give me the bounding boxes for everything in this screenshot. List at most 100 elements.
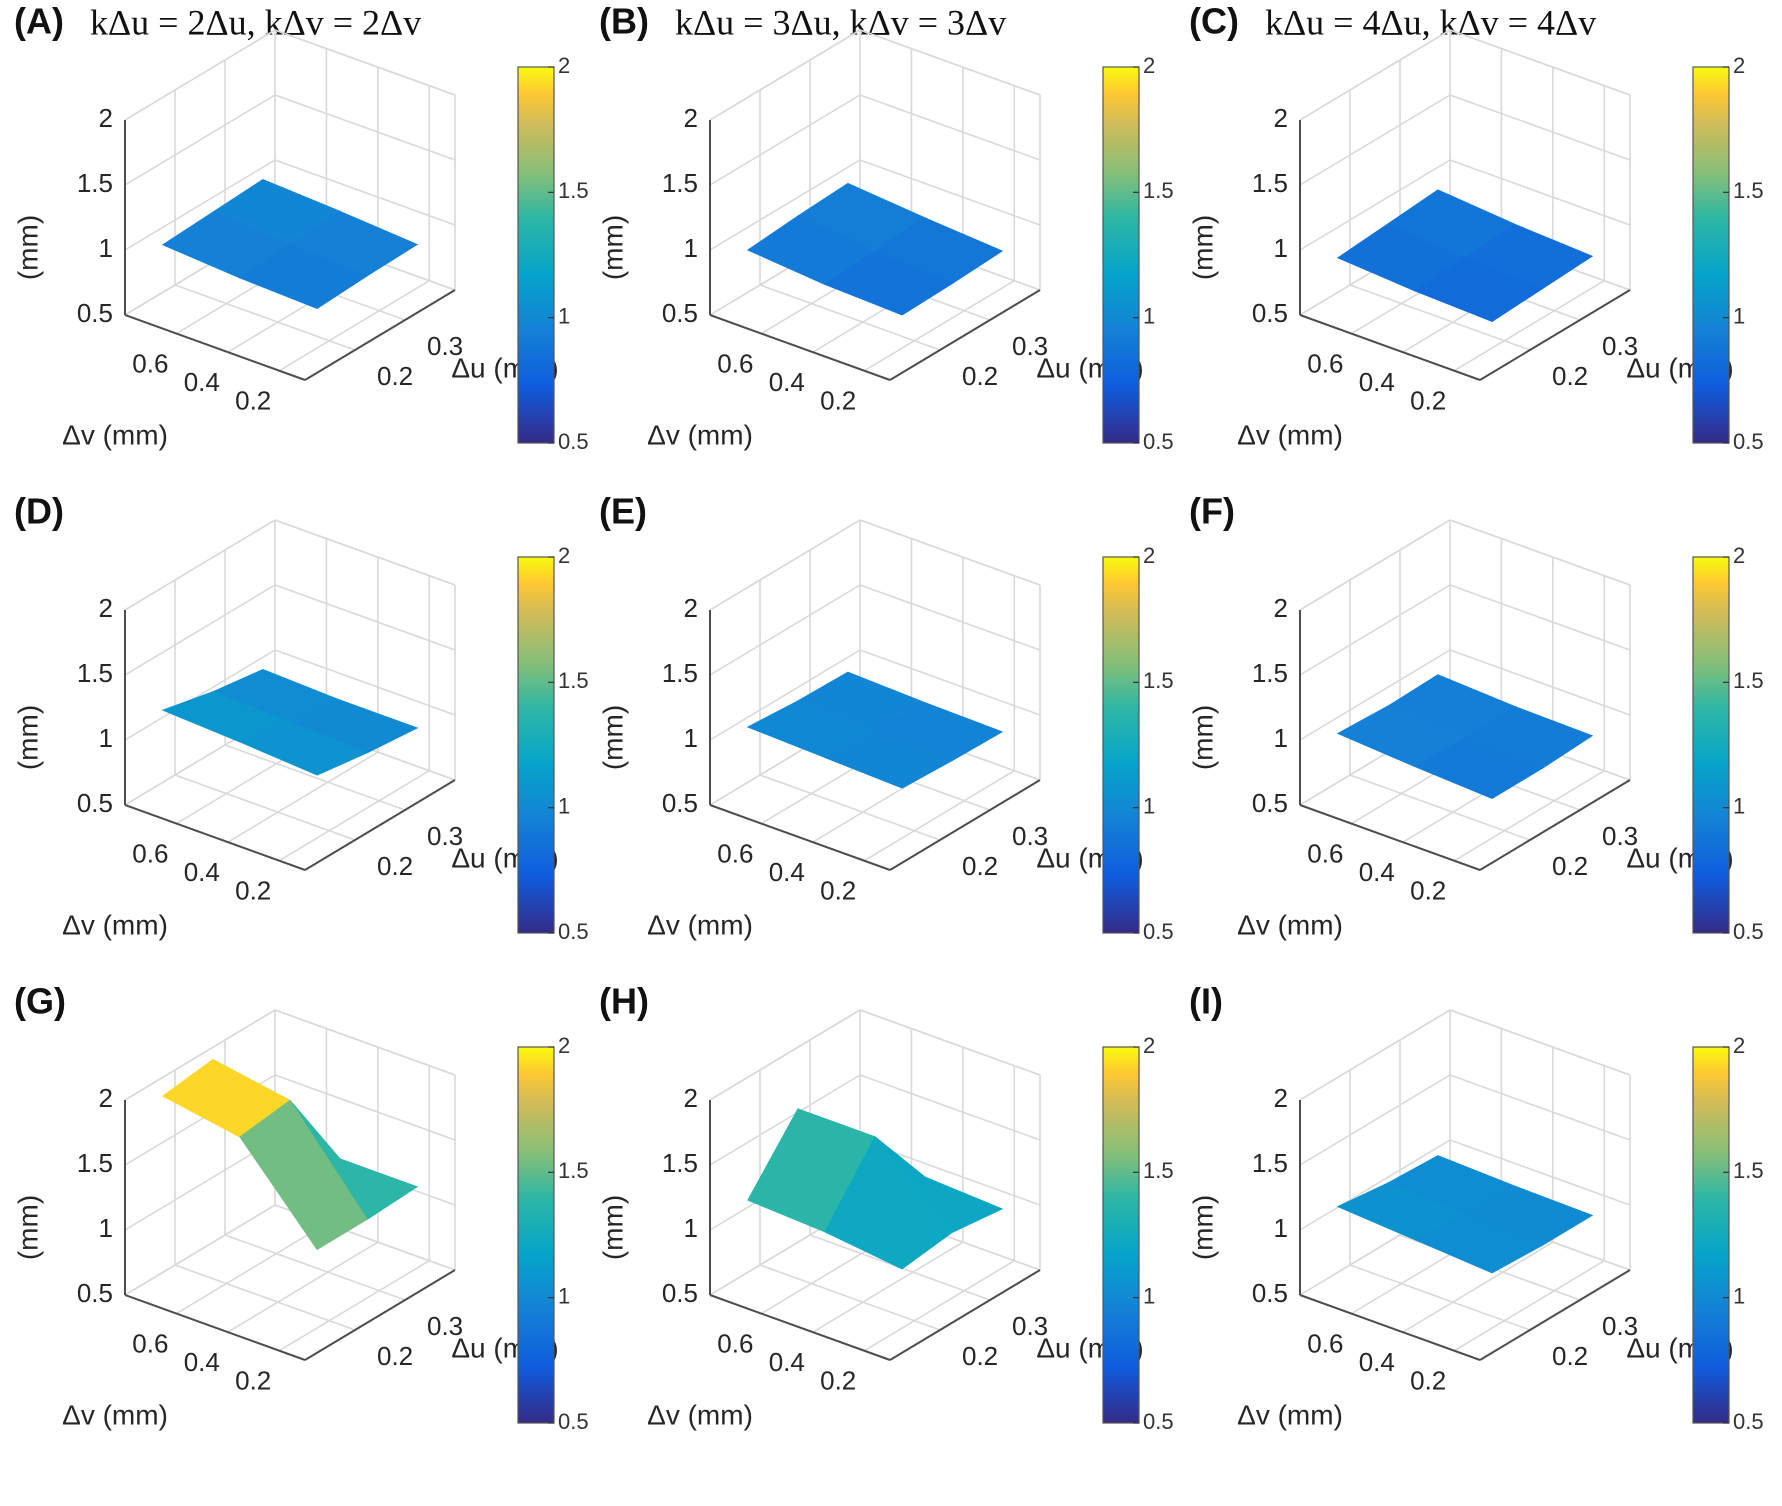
z-tick-label: 1 bbox=[1274, 233, 1288, 263]
panel-label: (H) bbox=[599, 981, 649, 1022]
surface bbox=[1336, 674, 1594, 799]
v-tick-label: 0.4 bbox=[184, 367, 220, 397]
colorbar-tick-label: 1 bbox=[558, 793, 570, 818]
grid-line bbox=[1453, 770, 1605, 862]
grid-line bbox=[274, 29, 456, 96]
z-tick-label: 1.5 bbox=[662, 658, 698, 688]
z-tick-label: 1 bbox=[1274, 1213, 1288, 1243]
grid-line bbox=[859, 159, 1041, 226]
surface bbox=[1336, 1155, 1594, 1274]
u-tick-label: 0.3 bbox=[1602, 1311, 1638, 1341]
z-tick-label: 1.5 bbox=[77, 1148, 113, 1178]
u-axis bbox=[304, 779, 456, 871]
panel-e: (E)0.511.520.20.30.60.40.2(mm)Δu (mm)Δv … bbox=[597, 491, 1173, 944]
z-tick-label: 1 bbox=[1274, 723, 1288, 753]
z-axis-label: (mm) bbox=[597, 705, 628, 770]
surface bbox=[161, 1059, 419, 1251]
panel-label: (G) bbox=[14, 981, 66, 1022]
v-axis-label: Δv (mm) bbox=[647, 909, 753, 940]
v-tick-label: 0.2 bbox=[1410, 1366, 1446, 1396]
grid-line bbox=[274, 584, 456, 651]
grid-line bbox=[709, 1009, 861, 1101]
u-axis bbox=[304, 1269, 456, 1361]
panel-title: kΔu = 3Δu, kΔv = 3Δv bbox=[675, 2, 1006, 42]
colorbar-tick-label: 0.5 bbox=[1733, 429, 1764, 454]
z-axis-label: (mm) bbox=[12, 705, 43, 770]
grid-line bbox=[1349, 284, 1531, 351]
z-tick-label: 2 bbox=[1274, 103, 1288, 133]
u-tick-label: 0.2 bbox=[377, 851, 413, 881]
v-tick-label: 0.6 bbox=[717, 348, 753, 378]
colorbar-tick-label: 2 bbox=[1733, 53, 1745, 78]
grid-line bbox=[124, 519, 276, 611]
v-tick-label: 0.2 bbox=[235, 876, 271, 906]
surface bbox=[747, 1108, 1004, 1270]
grid-line bbox=[1449, 584, 1631, 651]
z-tick-label: 0.5 bbox=[662, 788, 698, 818]
surface-patch bbox=[239, 1099, 368, 1251]
colorbar-tick-label: 1 bbox=[558, 303, 570, 328]
colorbar-tick-label: 1.5 bbox=[558, 668, 589, 693]
v-axis bbox=[1299, 1294, 1481, 1361]
colorbar bbox=[517, 66, 555, 444]
u-axis bbox=[304, 289, 456, 381]
grid-line bbox=[278, 280, 430, 372]
v-tick-label: 0.2 bbox=[235, 386, 271, 416]
grid-line bbox=[174, 284, 356, 351]
v-tick-label: 0.4 bbox=[769, 367, 805, 397]
z-axis-label: (mm) bbox=[1187, 1195, 1218, 1260]
panel-b: (B) kΔu = 3Δu, kΔv = 3Δv 0.5 1 1.5 2 0.2 0.3 0.6… bbox=[597, 1, 1173, 454]
colorbar-tick-label: 0.5 bbox=[558, 429, 589, 454]
z-tick-label: 0.5 bbox=[1252, 298, 1288, 328]
grid-line bbox=[124, 94, 276, 186]
v-axis bbox=[124, 314, 306, 381]
grid-line bbox=[709, 159, 861, 251]
colorbar-tick-label: 1 bbox=[1733, 1283, 1745, 1308]
z-tick-label: 1 bbox=[684, 723, 698, 753]
colorbar-tick-label: 1.5 bbox=[1143, 668, 1174, 693]
v-axis bbox=[124, 804, 306, 871]
colorbar-tick-label: 2 bbox=[558, 53, 570, 78]
grid-line bbox=[709, 1074, 861, 1166]
grid-line bbox=[1449, 1009, 1631, 1076]
u-tick-label: 0.2 bbox=[962, 361, 998, 391]
v-tick-label: 0.4 bbox=[1359, 367, 1395, 397]
v-tick-label: 0.2 bbox=[820, 1366, 856, 1396]
surface-patch bbox=[1413, 737, 1544, 799]
grid-line bbox=[709, 519, 861, 611]
panel-h: (H)0.511.520.20.30.60.40.2(mm)Δu (mm)Δv … bbox=[597, 981, 1173, 1434]
axes-box bbox=[124, 519, 456, 871]
grid-line bbox=[859, 1009, 1041, 1076]
grid-line bbox=[274, 519, 456, 586]
colorbar bbox=[1102, 556, 1140, 934]
colorbar-tick-label: 0.5 bbox=[1733, 919, 1764, 944]
z-tick-label: 0.5 bbox=[1252, 788, 1288, 818]
grid-line bbox=[1299, 1139, 1451, 1231]
grid-line bbox=[859, 584, 1041, 651]
grid-line bbox=[124, 584, 276, 676]
panel-label: (A) bbox=[14, 1, 64, 42]
grid-line bbox=[1349, 774, 1531, 841]
colorbar-tick-label: 1 bbox=[1143, 1283, 1155, 1308]
colorbar bbox=[517, 1046, 555, 1424]
z-axis-label: (mm) bbox=[1187, 215, 1218, 280]
panel-g: (G)0.511.520.20.30.60.40.2(mm)Δu (mm)Δv … bbox=[12, 981, 588, 1434]
grid-line bbox=[1299, 1074, 1451, 1166]
u-tick-label: 0.2 bbox=[962, 1341, 998, 1371]
surface-patch bbox=[823, 251, 954, 316]
u-axis bbox=[1479, 289, 1631, 381]
z-tick-label: 2 bbox=[99, 103, 113, 133]
colorbar-tick-label: 1.5 bbox=[1143, 1158, 1174, 1183]
v-tick-label: 0.4 bbox=[1359, 857, 1395, 887]
v-tick-label: 0.2 bbox=[820, 876, 856, 906]
surface bbox=[161, 669, 419, 776]
colorbar-tick-label: 1.5 bbox=[558, 1158, 589, 1183]
grid-line bbox=[274, 1009, 456, 1076]
v-tick-label: 0.6 bbox=[132, 348, 168, 378]
grid-line bbox=[859, 519, 1041, 586]
grid-line bbox=[1299, 584, 1451, 676]
grid-line bbox=[1449, 519, 1631, 586]
u-tick-label: 0.3 bbox=[1012, 1311, 1048, 1341]
v-tick-label: 0.4 bbox=[184, 857, 220, 887]
